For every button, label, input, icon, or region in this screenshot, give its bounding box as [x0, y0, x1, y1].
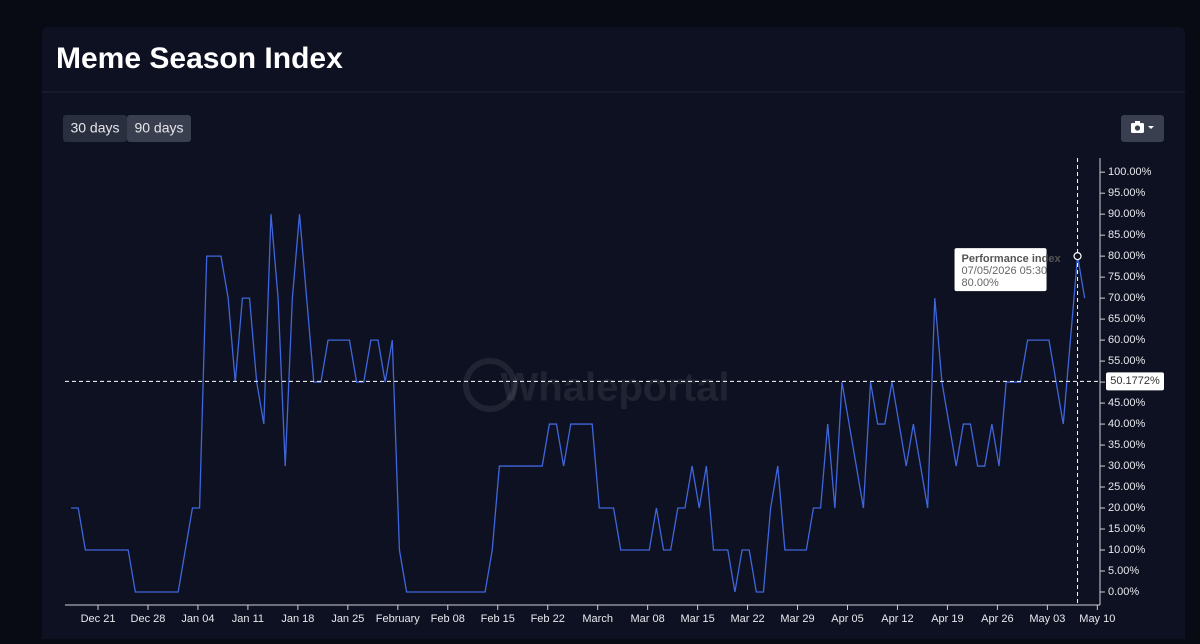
hover-point [1073, 252, 1082, 261]
reference-label-box [1106, 372, 1164, 391]
button-label[interactable]: 90 days [134, 120, 183, 136]
x-tick-label: Jan 18 [281, 613, 314, 625]
x-tick-label: Jan 04 [181, 613, 214, 625]
x-tick-label: Feb 22 [531, 613, 565, 625]
y-tick-label: 85.00% [1108, 229, 1146, 241]
tooltip-box [954, 248, 1047, 292]
x-tick-label: Mar 15 [680, 613, 714, 625]
y-tick-label: 5.00% [1108, 565, 1139, 577]
y-tick-label: 80.00% [1108, 250, 1146, 262]
y-tick-label: 15.00% [1108, 523, 1146, 535]
x-tick-label: Dec 28 [131, 613, 166, 625]
y-tick-label: 25.00% [1108, 481, 1146, 493]
watermark: Whaleportal [501, 366, 730, 410]
y-tick-label: 35.00% [1108, 439, 1146, 451]
y-tick-label: 10.00% [1108, 544, 1146, 556]
x-tick-label: Mar 08 [631, 613, 665, 625]
x-tick-label: Apr 19 [931, 613, 963, 625]
y-tick-label: 0.00% [1108, 586, 1139, 598]
y-tick-label: 95.00% [1108, 187, 1146, 199]
range-button[interactable] [63, 115, 127, 142]
x-tick-label: February [376, 613, 421, 625]
x-tick-label: Apr 12 [881, 613, 913, 625]
y-tick-label: 20.00% [1108, 502, 1146, 514]
x-tick-label: Feb 15 [481, 613, 515, 625]
y-tick-label: 45.00% [1108, 397, 1146, 409]
tooltip-date: 07/05/2026 05:30 [962, 265, 1048, 277]
x-tick-label: May 10 [1079, 613, 1115, 625]
camera-icon [1131, 121, 1154, 133]
tooltip-value: 80.00% [962, 277, 1000, 289]
button-label[interactable]: 30 days [70, 120, 119, 136]
x-tick-label: Mar 22 [730, 613, 764, 625]
y-tick-label: 100.00% [1108, 166, 1152, 178]
x-tick-label: Apr 26 [981, 613, 1013, 625]
x-tick-label: Dec 21 [81, 613, 116, 625]
watermark-logo [463, 358, 517, 412]
x-tick-label: Jan 11 [232, 613, 264, 625]
y-tick-label: 55.00% [1108, 355, 1146, 367]
y-tick-label: 40.00% [1108, 418, 1146, 430]
x-tick-label: Feb 08 [431, 613, 465, 625]
series-line [71, 214, 1086, 593]
y-tick-label: 70.00% [1108, 292, 1146, 304]
y-tick-label: 75.00% [1108, 271, 1146, 283]
y-tick-label: 30.00% [1108, 460, 1146, 472]
y-tick-label: 90.00% [1108, 208, 1146, 220]
x-tick-label: Apr 05 [831, 613, 863, 625]
x-tick-label: May 03 [1029, 613, 1065, 625]
reference-label: 50.1772% [1110, 375, 1160, 387]
range-button[interactable] [127, 115, 191, 142]
x-tick-label: March [582, 613, 613, 625]
x-tick-label: Jan 25 [331, 613, 364, 625]
panel [42, 27, 1185, 644]
chart-title: Meme Season Index [56, 42, 343, 75]
tooltip-title: Performance index [962, 253, 1062, 265]
y-tick-label: 65.00% [1108, 313, 1146, 325]
y-tick-label: 60.00% [1108, 334, 1146, 346]
x-tick-label: Mar 29 [780, 613, 814, 625]
